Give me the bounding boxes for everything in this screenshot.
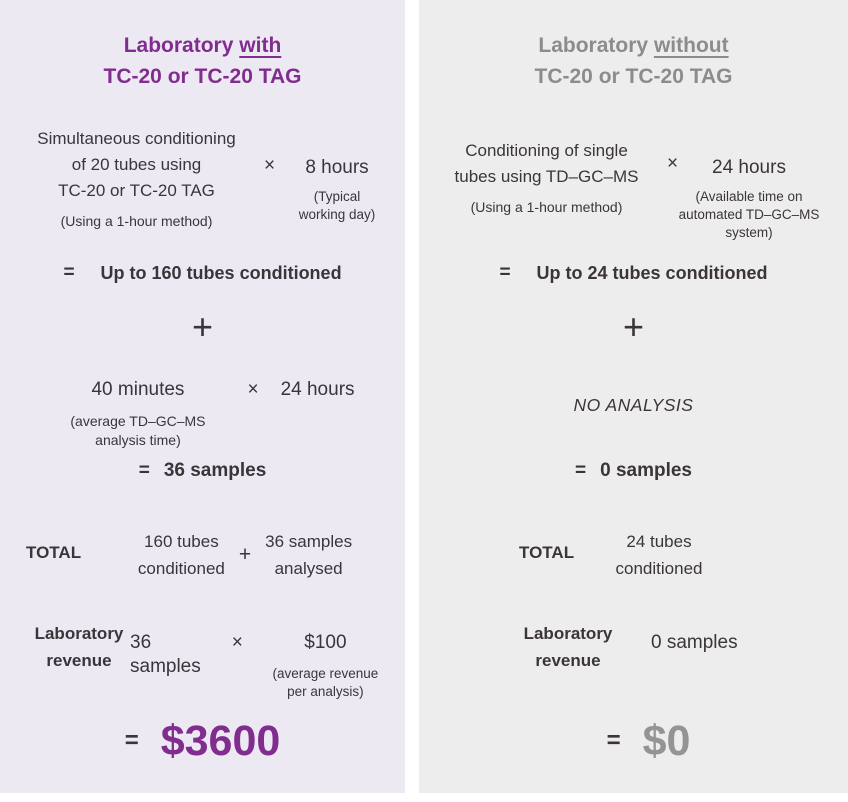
left-eq1-equals-sign: = bbox=[63, 262, 75, 283]
left-final-result: = $3600 bbox=[0, 716, 405, 766]
left-step2-multiply-sign: × bbox=[247, 379, 259, 400]
left-total-item2: 36 samples analysed bbox=[265, 532, 353, 578]
right-step1-factor2-note: (Available time on automated TD–GC–MS sy… bbox=[678, 189, 820, 240]
right-step1-factor2-value: 24 hours bbox=[712, 157, 786, 178]
left-revenue-multiply-sign: × bbox=[231, 632, 243, 653]
left-total-plus-sign: + bbox=[238, 543, 252, 566]
left-eq1-result: Up to 160 tubes conditioned bbox=[100, 262, 342, 283]
left-title-line1: Laboratory with bbox=[0, 30, 405, 61]
left-step2-factor1-note: (average TD–GC–MS analysis time) bbox=[70, 413, 206, 448]
left-step2-factor1: 40 minutes (average TD–GC–MS analysis ti… bbox=[50, 378, 225, 450]
left-revenue-factor2-note: (average revenue per analysis) bbox=[272, 666, 379, 699]
right-step1-factor2: 24 hours (Available time on automated TD… bbox=[674, 156, 824, 242]
right-eq2-result: 0 samples bbox=[600, 460, 692, 481]
left-total-label: TOTAL bbox=[26, 543, 82, 562]
right-title-line2: TC-20 or TC-20 TAG bbox=[534, 65, 733, 88]
right-eq1: = Up to 24 tubes conditioned bbox=[419, 262, 848, 284]
left-revenue-equation: 36 samples × $100 (average revenue per a… bbox=[130, 631, 390, 701]
left-revenue-factor2: $100 (average revenue per analysis) bbox=[261, 631, 390, 701]
left-step1-factor1-note: (Using a 1-hour method) bbox=[60, 213, 213, 229]
right-final-equals-sign: = bbox=[606, 727, 621, 754]
right-final-result: = $0 bbox=[434, 716, 848, 766]
right-title-prefix: Laboratory bbox=[538, 34, 649, 57]
left-eq2: = 36 samples bbox=[0, 460, 405, 482]
right-step1-factor1-note: (Using a 1-hour method) bbox=[470, 199, 623, 215]
left-title-prefix: Laboratory bbox=[123, 34, 234, 57]
left-step2-factor1-value: 40 minutes bbox=[91, 379, 185, 400]
right-revenue-factor1: 0 samples bbox=[651, 632, 738, 653]
left-step1-factor1-line2: of 20 tubes using bbox=[71, 155, 202, 174]
left-revenue-factor2-value: $100 bbox=[304, 632, 347, 653]
right-plus-sign: + bbox=[622, 306, 645, 347]
left-step1-factor2-value: 8 hours bbox=[305, 157, 369, 178]
left-step1-factor2-note: (Typical working day) bbox=[298, 189, 376, 222]
left-step1-factor1: Simultaneous conditioning of 20 tubes us… bbox=[14, 126, 259, 231]
right-step1-multiply-sign: × bbox=[667, 153, 679, 174]
left-panel-title: Laboratory with TC-20 or TC-20 TAG bbox=[0, 30, 405, 92]
right-panel-title: Laboratory without TC-20 or TC-20 TAG bbox=[419, 30, 848, 92]
left-eq1: = Up to 160 tubes conditioned bbox=[0, 262, 405, 284]
right-revenue-label: Laboratory revenue bbox=[523, 624, 613, 670]
right-step1-factor1-line1: Conditioning of single bbox=[465, 141, 628, 160]
left-step2: 40 minutes (average TD–GC–MS analysis ti… bbox=[0, 378, 405, 450]
left-final-amount: $3600 bbox=[160, 717, 281, 765]
left-step1-multiply-sign: × bbox=[264, 155, 276, 176]
panel-with-tc20: Laboratory with TC-20 or TC-20 TAG Simult… bbox=[0, 0, 405, 793]
left-eq2-result: 36 samples bbox=[163, 460, 267, 481]
left-total-item1: 160 tubes conditioned bbox=[137, 532, 225, 578]
left-step1-factor1-line3: TC-20 or TC-20 TAG bbox=[58, 181, 215, 200]
panel-without-tc20: Laboratory without TC-20 or TC-20 TAG Con… bbox=[419, 0, 848, 793]
right-final-amount: $0 bbox=[642, 717, 691, 765]
right-title-line1: Laboratory without bbox=[419, 30, 848, 61]
right-total-item1: 24 tubes conditioned bbox=[615, 532, 703, 578]
left-eq2-equals-sign: = bbox=[138, 460, 150, 481]
left-revenue-label: Laboratory revenue bbox=[34, 624, 124, 670]
right-total-label: TOTAL bbox=[519, 543, 575, 562]
left-step2-factor2-value: 24 hours bbox=[280, 379, 355, 400]
left-step1-factor1-line1: Simultaneous conditioning bbox=[37, 129, 236, 148]
right-eq2: = 0 samples bbox=[419, 460, 848, 482]
right-eq1-result: Up to 24 tubes conditioned bbox=[536, 262, 768, 283]
right-step1-factor1: Conditioning of single tubes using TD–GC… bbox=[434, 138, 659, 217]
left-title-line2: TC-20 or TC-20 TAG bbox=[103, 65, 302, 88]
left-step1-factor2: 8 hours (Typical working day) bbox=[292, 156, 382, 224]
right-title-emphasis: without bbox=[653, 34, 729, 57]
left-plus-sign: + bbox=[191, 306, 214, 347]
right-eq2-equals-sign: = bbox=[574, 460, 587, 481]
right-no-analysis-message: NO ANALYSIS bbox=[573, 395, 694, 415]
left-final-equals-sign: = bbox=[124, 727, 139, 754]
left-title-emphasis: with bbox=[239, 34, 282, 57]
right-step1-factor1-line2: tubes using TD–GC–MS bbox=[454, 167, 639, 186]
left-total-items: 160 tubes conditioned + 36 samples analy… bbox=[95, 528, 395, 582]
right-eq1-equals-sign: = bbox=[499, 262, 511, 283]
left-revenue-factor1: 36 samples bbox=[130, 632, 201, 677]
